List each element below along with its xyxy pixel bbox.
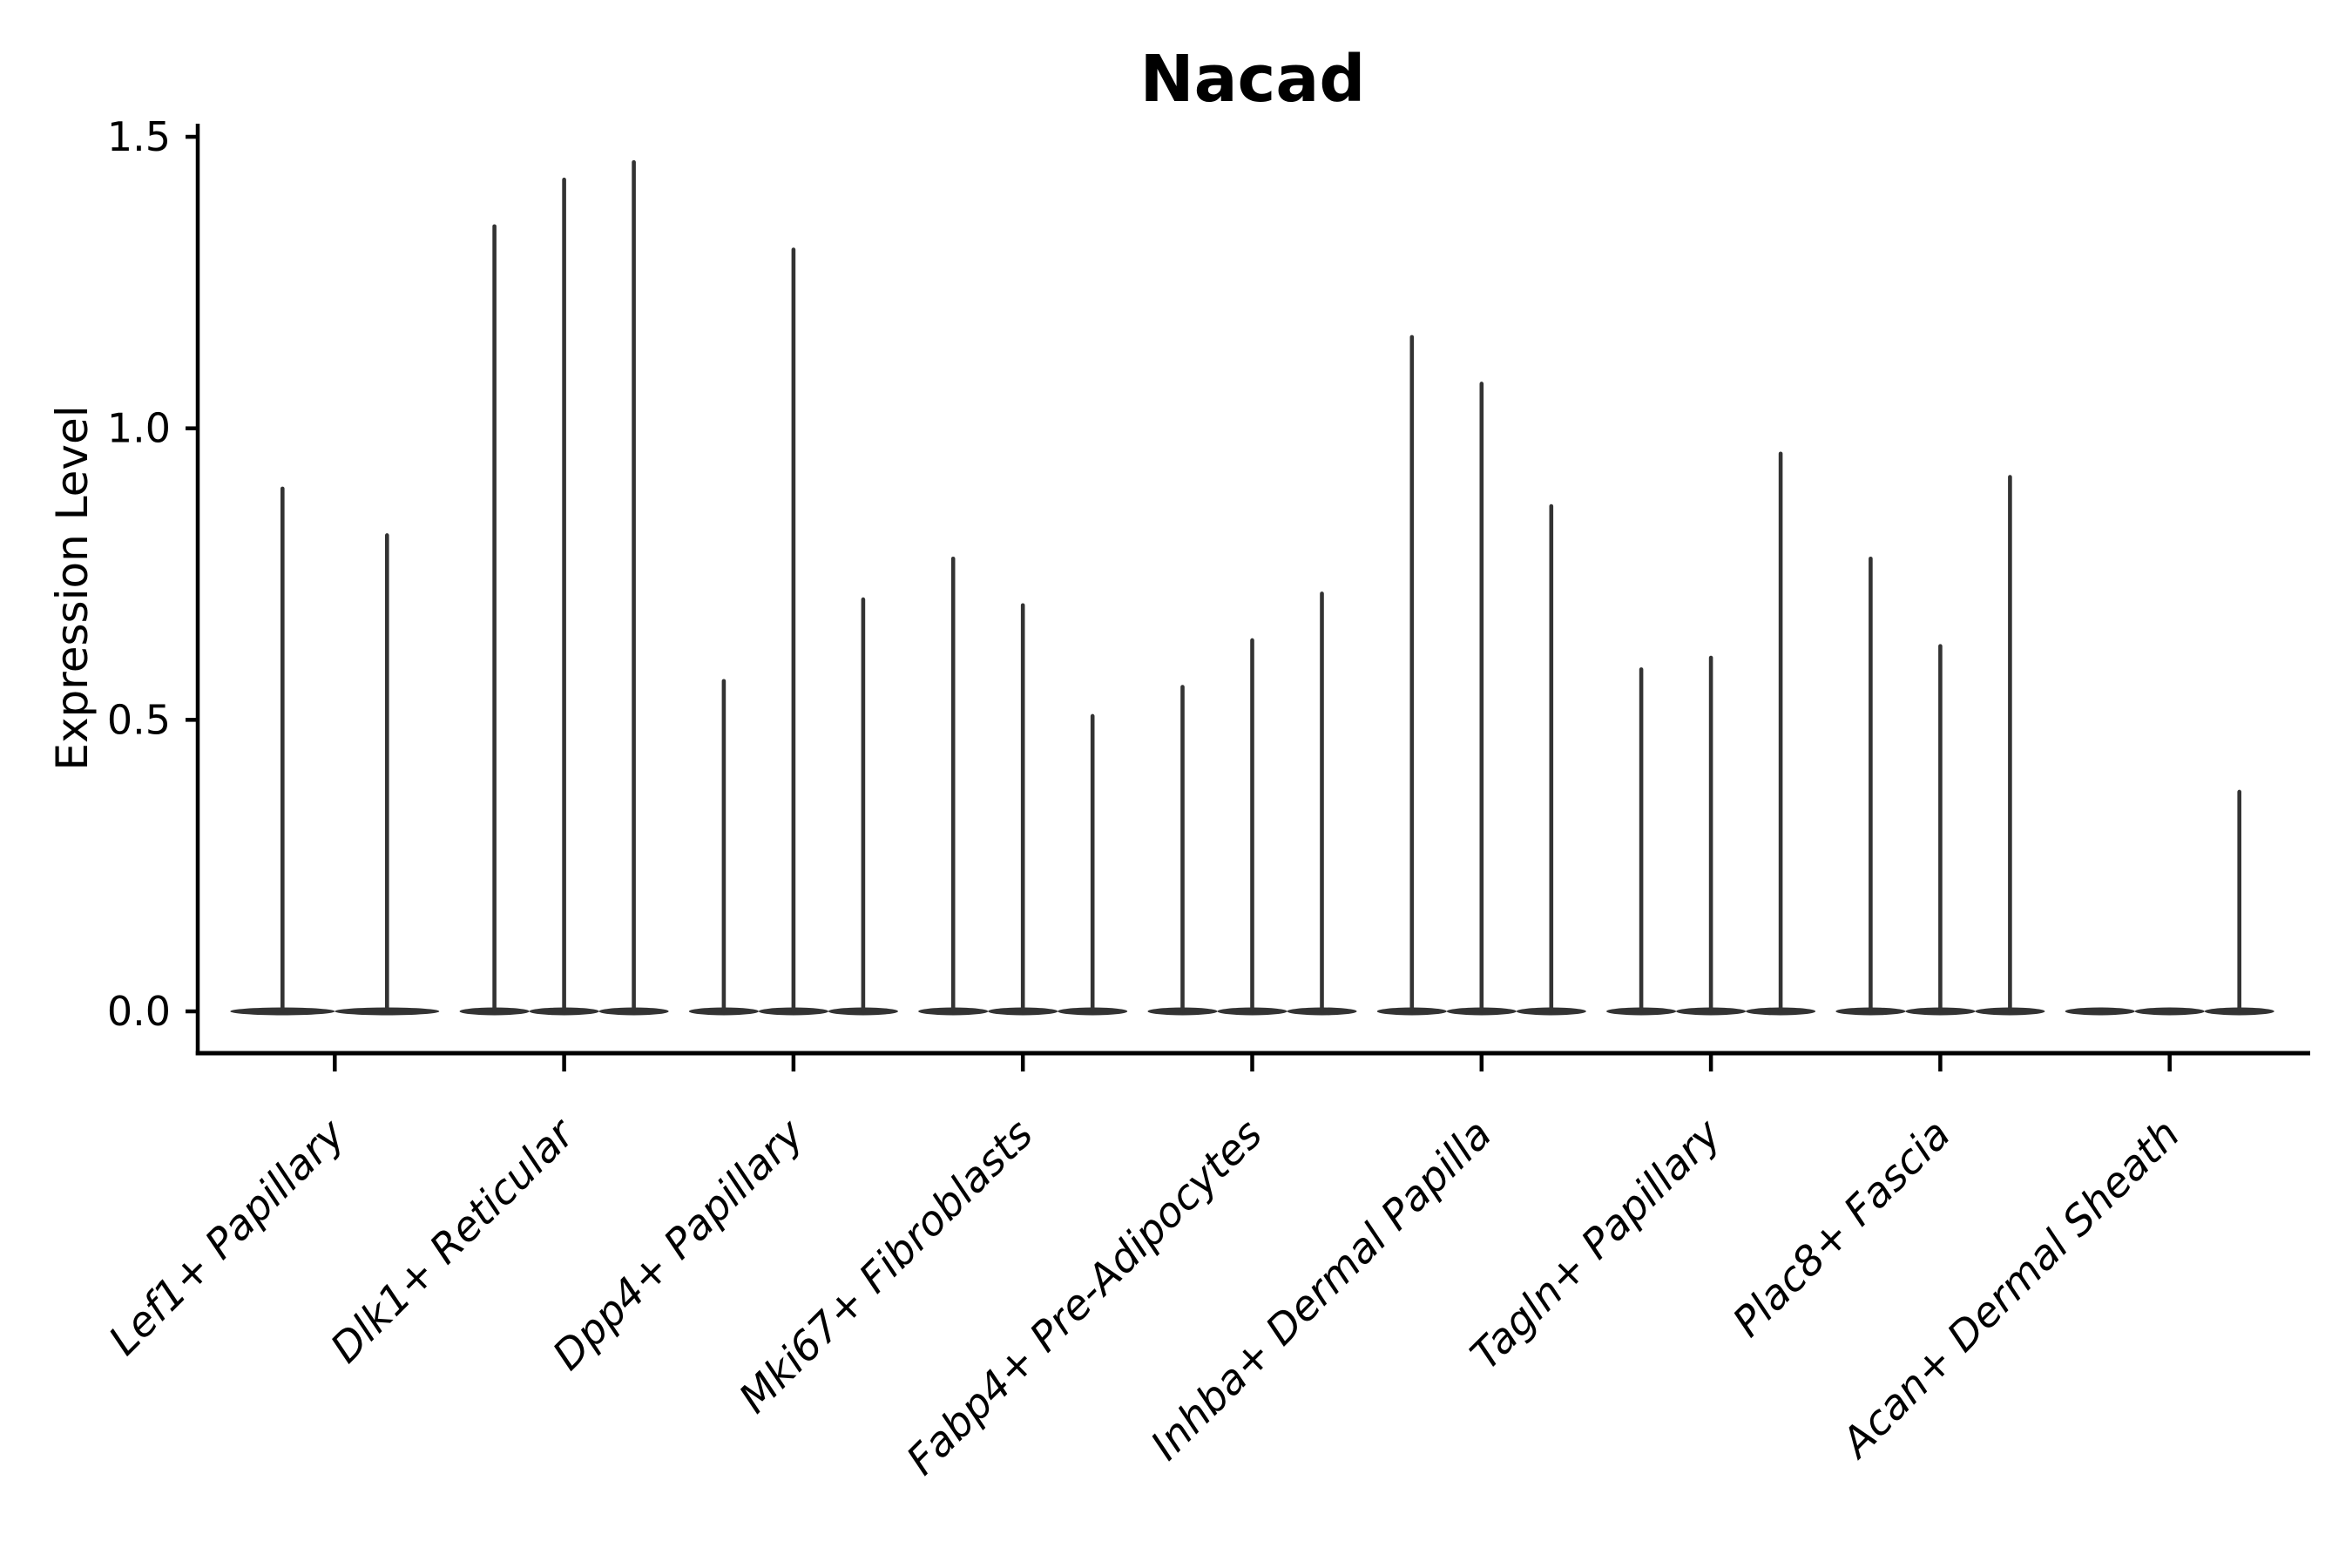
violins xyxy=(230,159,2274,1016)
violin-spike xyxy=(1409,335,1415,1013)
violin-spike xyxy=(492,224,497,1013)
violin-spike xyxy=(280,486,285,1013)
violin xyxy=(230,486,335,1016)
violin-spike xyxy=(791,247,796,1013)
violin xyxy=(1287,591,1357,1016)
y-axis-title: Expression Level xyxy=(47,405,98,770)
violin xyxy=(1835,556,1906,1016)
violin xyxy=(1217,638,1288,1016)
y-tick-label: 0.0 xyxy=(107,988,171,1035)
violin-spike xyxy=(1708,655,1713,1013)
violin-base xyxy=(2134,1007,2205,1016)
violin xyxy=(1746,451,1816,1016)
violin xyxy=(1516,504,1586,1016)
violin-spike xyxy=(861,597,866,1013)
violin-spike xyxy=(1320,591,1324,1013)
violin-spike xyxy=(1090,713,1095,1013)
violin-spike xyxy=(2008,475,2012,1013)
violin-spike xyxy=(2237,789,2241,1013)
violin-spike xyxy=(721,679,727,1013)
violin xyxy=(1376,335,1447,1016)
violin-spike xyxy=(1549,504,1554,1013)
violin-spike xyxy=(1479,382,1484,1013)
violin xyxy=(1058,713,1128,1016)
violin-spike xyxy=(1180,685,1185,1013)
x-tick-label: Plac8+ Fascia xyxy=(1724,1111,1960,1347)
violin xyxy=(1676,655,1747,1016)
violin xyxy=(758,247,828,1016)
violin xyxy=(2134,1007,2205,1016)
violin xyxy=(335,533,440,1016)
violin xyxy=(688,679,759,1016)
x-tick-label: Tagln+ Papillary xyxy=(1462,1110,1732,1380)
y-axis-ticks: 0.0 0.5 1.0 1.5 xyxy=(107,113,198,1035)
violin-spike xyxy=(1020,603,1025,1013)
violin xyxy=(1606,667,1677,1016)
violin-spike xyxy=(632,159,636,1013)
violin xyxy=(459,224,530,1016)
violin-spike xyxy=(1869,556,1873,1013)
violin-spike xyxy=(1778,451,1783,1013)
violin xyxy=(918,556,989,1016)
violin xyxy=(2065,1007,2135,1016)
violin-spike xyxy=(562,177,566,1013)
violin xyxy=(2204,789,2274,1016)
violin xyxy=(598,159,669,1016)
violin xyxy=(1975,475,2045,1016)
x-tick-label: Lef1+ Papillary xyxy=(100,1110,355,1365)
y-tick-label: 1.0 xyxy=(107,405,171,452)
chart-title: Nacad xyxy=(1140,42,1366,117)
y-tick-label: 0.5 xyxy=(107,696,171,743)
violin-base xyxy=(2065,1007,2135,1016)
violin xyxy=(1147,685,1218,1016)
violin xyxy=(988,603,1058,1016)
violin xyxy=(828,597,898,1016)
violin xyxy=(529,177,599,1016)
violin-spike xyxy=(1938,644,1943,1013)
violin-spike xyxy=(1250,638,1254,1013)
x-tick-label: Dlk1+ Reticular xyxy=(321,1109,585,1373)
violin xyxy=(1446,382,1517,1016)
violin xyxy=(1905,644,1976,1016)
violin-spike xyxy=(385,533,389,1013)
violin-spike xyxy=(950,556,956,1013)
violin-spike xyxy=(1639,667,1644,1013)
y-tick-label: 1.5 xyxy=(107,113,171,160)
x-tick-label: Dpp4+ Papillary xyxy=(544,1110,814,1380)
